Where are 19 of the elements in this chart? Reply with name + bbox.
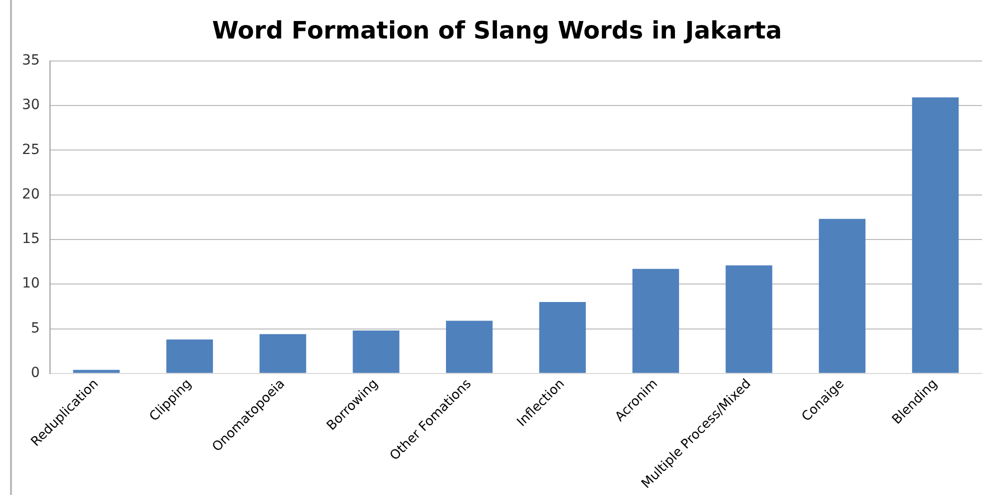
- bar: [539, 302, 586, 373]
- y-tick-label: 15: [22, 231, 40, 248]
- y-tick-label: 0: [30, 365, 40, 382]
- bar: [912, 97, 959, 373]
- y-tick-label: 10: [22, 276, 40, 292]
- bar: [818, 218, 866, 373]
- y-tick-label: 25: [22, 142, 40, 158]
- y-tick-label: 35: [22, 52, 40, 68]
- y-tick-label: 30: [22, 97, 40, 114]
- y-tick-label: 20: [22, 186, 40, 202]
- bar: [73, 370, 120, 373]
- bar: [446, 320, 493, 373]
- chart-title: Word Formation of Slang Words in Jakarta: [212, 16, 782, 45]
- bar: [260, 334, 306, 373]
- bar: [352, 330, 400, 373]
- bar: [632, 268, 680, 373]
- bar: [726, 265, 772, 373]
- y-tick-label: 5: [30, 320, 40, 336]
- bar: [166, 339, 213, 373]
